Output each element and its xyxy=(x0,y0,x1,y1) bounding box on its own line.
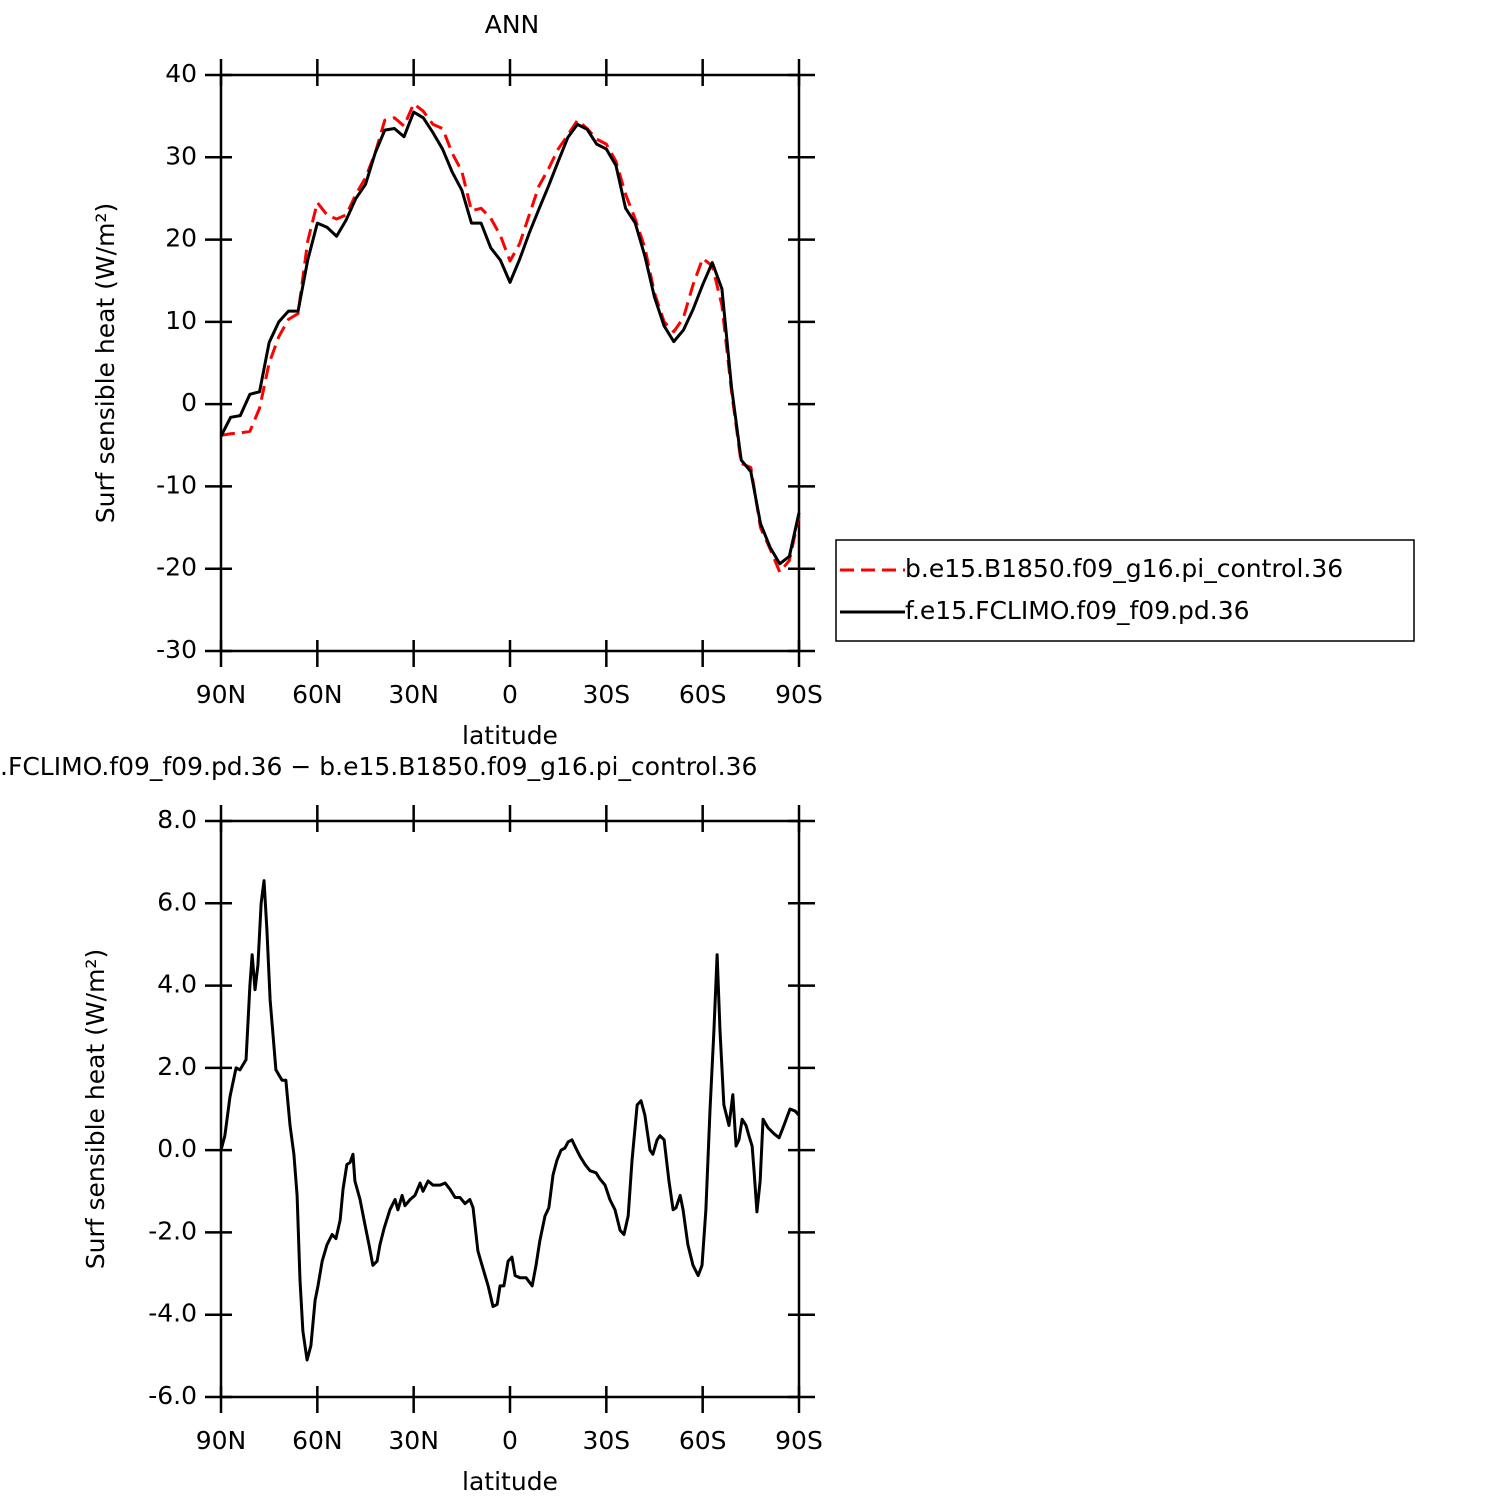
y-tick-label: -2.0 xyxy=(148,1216,197,1245)
chart-title: ANN xyxy=(485,10,540,39)
plot-frame xyxy=(219,819,801,1399)
y-tick-label: 8.0 xyxy=(157,805,197,834)
x-tick-label: 0 xyxy=(502,680,518,709)
y-tick-label: 30 xyxy=(165,141,197,170)
y-tick-label: -10 xyxy=(156,470,197,499)
y-axis-label: Surf sensible heat (W/m²) xyxy=(81,949,110,1269)
x-tick-label: 60N xyxy=(292,680,343,709)
legend-box xyxy=(835,539,1415,642)
y-tick-label: 0 xyxy=(181,388,197,417)
x-tick-label: 60S xyxy=(679,1426,727,1455)
data-line xyxy=(219,879,801,1362)
y-tick-label: 2.0 xyxy=(157,1052,197,1081)
y-tick-label: -6.0 xyxy=(148,1381,197,1410)
y-tick-label: 40 xyxy=(165,59,197,88)
legend-label: b.e15.B1850.f09_g16.pi_control.36 xyxy=(905,554,1343,583)
x-axis-label: latitude xyxy=(462,1467,558,1496)
y-tick-label: 10 xyxy=(165,306,197,335)
x-tick-label: 90S xyxy=(775,1426,823,1455)
x-tick-label: 90N xyxy=(196,1426,247,1455)
x-tick-label: 60N xyxy=(292,1426,343,1455)
x-tick-label: 90N xyxy=(196,680,247,709)
x-tick-label: 60S xyxy=(679,680,727,709)
legend-label: f.e15.FCLIMO.f09_f09.pd.36 xyxy=(905,596,1250,625)
chart-title: .FCLIMO.f09_f09.pd.36 − b.e15.B1850.f09_… xyxy=(0,752,757,781)
plot-frame xyxy=(219,73,801,653)
x-tick-label: 30S xyxy=(582,680,630,709)
x-axis-label: latitude xyxy=(462,721,558,750)
y-tick-label: -4.0 xyxy=(148,1299,197,1328)
y-tick-label: 4.0 xyxy=(157,970,197,999)
y-tick-label: -20 xyxy=(156,553,197,582)
x-tick-label: 0 xyxy=(502,1426,518,1455)
y-tick-label: 20 xyxy=(165,224,197,253)
data-line xyxy=(220,102,801,574)
data-line xyxy=(219,110,801,566)
y-tick-label: -30 xyxy=(156,635,197,664)
y-tick-label: 6.0 xyxy=(157,887,197,916)
x-tick-label: 30N xyxy=(388,1426,439,1455)
y-axis-label: Surf sensible heat (W/m²) xyxy=(91,203,120,523)
x-tick-label: 30S xyxy=(582,1426,630,1455)
y-tick-label: 0.0 xyxy=(157,1134,197,1163)
x-tick-label: 90S xyxy=(775,680,823,709)
x-tick-label: 30N xyxy=(388,680,439,709)
